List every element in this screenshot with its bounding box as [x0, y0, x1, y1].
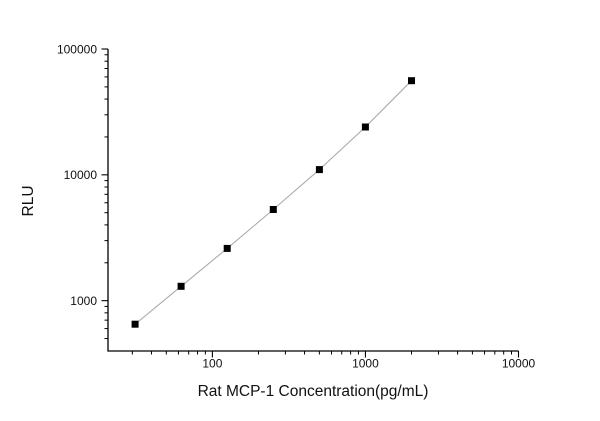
y-tick-label: 10000 — [64, 168, 98, 182]
y-axis-title: RLU — [20, 185, 37, 216]
data-point-marker — [408, 77, 415, 85]
x-tick-label: 1000 — [352, 357, 379, 371]
data-point-marker — [223, 244, 231, 252]
data-point-marker — [361, 123, 369, 131]
x-tick-label: 10000 — [502, 357, 536, 371]
y-tick-label: 100000 — [57, 42, 97, 56]
axis-frame — [107, 49, 519, 352]
data-point-marker — [131, 320, 139, 328]
standard-curve-line — [134, 80, 412, 325]
x-tick-label: 100 — [202, 357, 222, 371]
y-tick-label: 1000 — [70, 294, 97, 308]
data-point-marker — [269, 206, 277, 213]
x-axis-title: Rat MCP-1 Concentration(pg/mL) — [198, 383, 429, 400]
data-point-marker — [315, 166, 323, 174]
data-point-marker — [177, 282, 185, 290]
